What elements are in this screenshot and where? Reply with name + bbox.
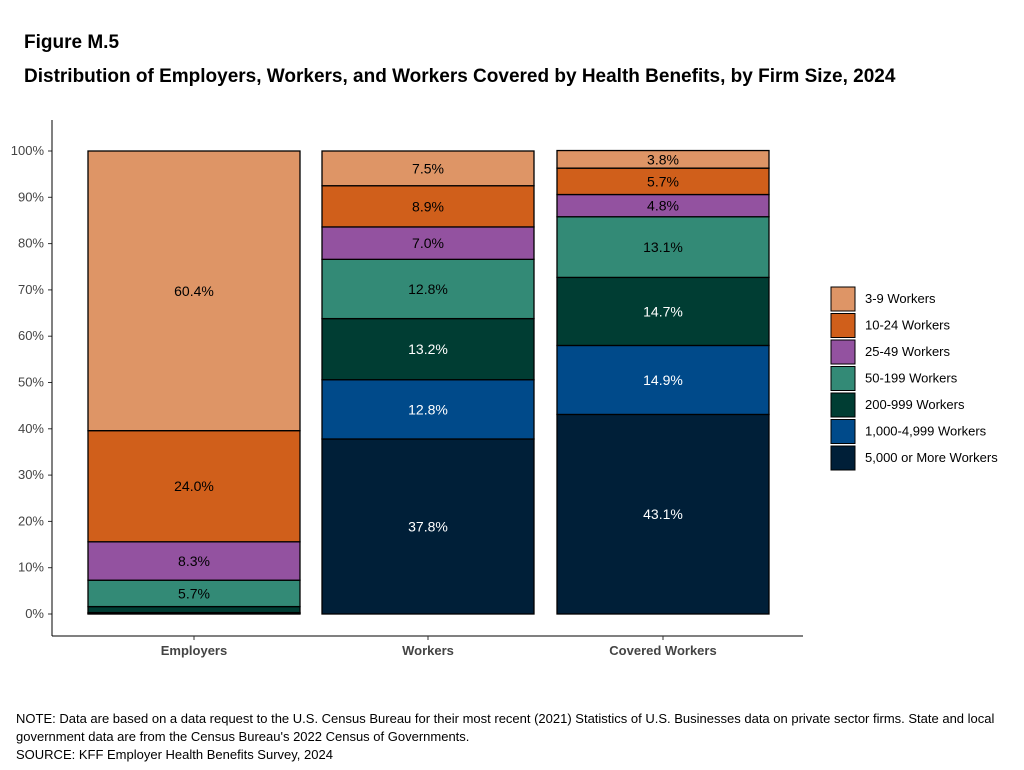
bar-segment: [321, 185, 535, 228]
legend-swatch: [830, 419, 856, 444]
y-tick-label: 90%: [18, 189, 44, 204]
data-label: 14.9%: [643, 372, 683, 388]
data-label: 5.7%: [178, 585, 210, 601]
x-tick-label: Employers: [161, 643, 227, 658]
bar-segment: [556, 344, 770, 416]
legend-swatch: [830, 339, 856, 365]
data-label: 43.1%: [643, 506, 683, 522]
bar-segment: [321, 317, 535, 381]
data-label: 24.0%: [174, 478, 214, 494]
data-label: 3.8%: [647, 151, 679, 167]
data-label: 14.7%: [643, 303, 683, 319]
bar-segment: [321, 438, 535, 615]
bar-segment: [556, 167, 770, 196]
data-label: 7.5%: [412, 160, 444, 176]
legend-label: 25-49 Workers: [865, 344, 951, 359]
note-text: NOTE: Data are based on a data request t…: [16, 711, 995, 744]
legend-swatch: [830, 313, 856, 338]
x-tick-label: Covered Workers: [609, 643, 716, 658]
legend-label: 200-999 Workers: [865, 397, 965, 412]
legend-swatch: [830, 286, 856, 312]
y-tick-label: 70%: [18, 282, 44, 297]
data-label: 13.1%: [643, 239, 683, 255]
legend-label: 10-24 Workers: [865, 318, 951, 333]
y-tick-label: 60%: [18, 328, 44, 343]
y-tick-label: 100%: [11, 143, 45, 158]
y-tick-label: 0%: [25, 606, 44, 621]
bar-segment: [87, 430, 301, 543]
bar-segment: [321, 150, 535, 187]
data-label: 5.7%: [647, 173, 679, 189]
data-label: 8.3%: [178, 553, 210, 569]
y-tick-label: 80%: [18, 236, 44, 251]
bar-segment: [556, 149, 770, 169]
y-tick-label: 50%: [18, 375, 44, 390]
data-label: 13.2%: [408, 341, 448, 357]
legend-label: 1,000-4,999 Workers: [865, 424, 987, 439]
bar-segment: [321, 258, 535, 320]
y-tick-label: 20%: [18, 513, 44, 528]
legend-label: 5,000 or More Workers: [865, 450, 998, 465]
data-label: 37.8%: [408, 518, 448, 534]
source-text: SOURCE: KFF Employer Health Benefits Sur…: [16, 747, 333, 762]
y-tick-label: 30%: [18, 467, 44, 482]
y-tick-label: 10%: [18, 560, 44, 575]
bar-segment: [556, 276, 770, 347]
chart-title: Distribution of Employers, Workers, and …: [24, 66, 896, 87]
y-tick-label: 40%: [18, 421, 44, 436]
bar-segment: [87, 150, 301, 432]
legend-label: 50-199 Workers: [865, 371, 958, 386]
data-label: 60.4%: [174, 283, 214, 299]
legend-swatch: [830, 445, 856, 471]
data-label: 4.8%: [647, 198, 679, 214]
legend-swatch: [830, 392, 856, 418]
footnote: NOTE: Data are based on a data request t…: [16, 710, 1016, 764]
legend-swatch: [830, 366, 856, 391]
data-label: 7.0%: [412, 235, 444, 251]
figure-number: Figure M.5: [24, 32, 120, 53]
stacked-bar-chart: 0% 10% 20% 30% 40% 50% 60% 70% 80% 90% 100% Employe…: [11, 120, 998, 658]
legend-label: 3-9 Workers: [865, 291, 936, 306]
bar-segment: [556, 216, 770, 279]
bar-segment: [321, 379, 535, 440]
bar-segment: [556, 413, 770, 615]
data-label: 12.8%: [408, 401, 448, 417]
x-tick-label: Workers: [402, 643, 454, 658]
bar-segment: [87, 605, 301, 614]
data-label: 12.8%: [408, 281, 448, 297]
data-label: 8.9%: [412, 198, 444, 214]
